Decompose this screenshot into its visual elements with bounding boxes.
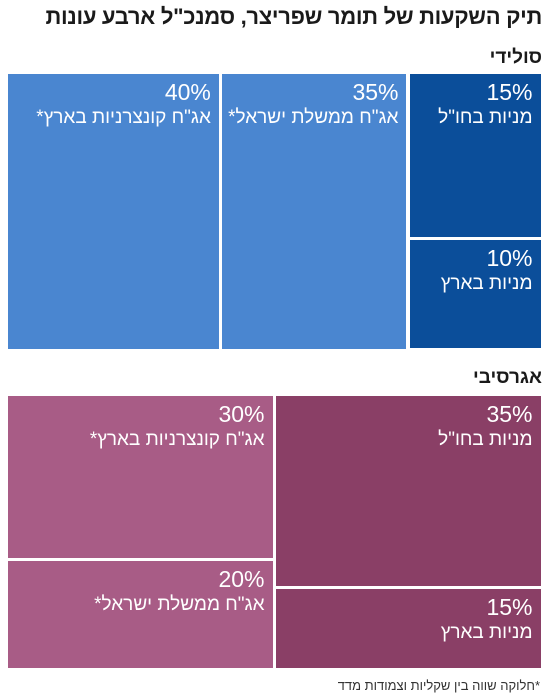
treemap-tile: 10% מניות בארץ [409,240,541,349]
tile-label: אג"ח ממשלת ישראל* [94,594,265,616]
tile-label: אג"ח קונצרניות בארץ* [89,428,265,450]
tile-label: אג"ח ממשלת ישראל* [228,106,399,128]
portfolio-label-aggressive: אגרסיבי [473,367,542,388]
treemap-tile: 30% אג"ח קונצרניות בארץ* [7,395,273,559]
tile-percent: 15% [486,78,533,105]
treemap-tile: 40% אג"ח קונצרניות בארץ* [7,73,219,349]
tile-percent: 20% [218,566,265,593]
tile-percent: 35% [486,400,533,427]
treemap-tile: 35% אג"ח ממשלת ישראל* [221,73,407,349]
treemap-tile: 35% מניות בחו"ל [275,395,541,586]
portfolio-label-solid: סולידי [489,47,542,68]
treemap-tile: 15% מניות בארץ [275,588,541,669]
treemap-aggressive: 35% מניות בחו"ל 15% מניות בארץ 30% אג"ח קונצר… [6,394,542,670]
tile-label: מניות בארץ [440,273,533,295]
tile-label: מניות בארץ [440,621,533,643]
tile-percent: 40% [164,78,211,105]
treemap-tile: 15% מניות בחו"ל [409,73,541,238]
tile-label: מניות בחו"ל [438,428,533,450]
tile-percent: 30% [218,400,265,427]
tile-label: אג"ח קונצרניות בארץ* [36,106,211,128]
treemap-tile: 20% אג"ח ממשלת ישראל* [7,561,273,669]
tile-label: מניות בחו"ל [438,106,533,128]
tile-percent: 15% [486,593,533,620]
tile-percent: 10% [486,245,533,272]
treemap-solid: 15% מניות בחו"ל 10% מניות בארץ 35% אג"ח ממשלת… [6,72,542,350]
footnote: *חלוקה שווה בין שקליות וצמודות מדד [337,678,540,693]
tile-percent: 35% [352,78,399,105]
chart-title: תיק השקעות של תומר שפריצר, סמנכ"ל ארבע ע… [45,4,542,29]
